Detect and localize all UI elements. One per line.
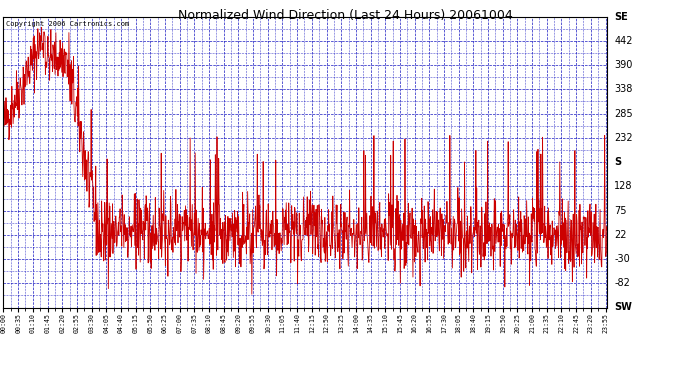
Text: 442: 442 [614, 36, 633, 46]
Text: 285: 285 [614, 109, 633, 118]
Text: SE: SE [614, 12, 628, 22]
Text: 128: 128 [614, 181, 633, 191]
Text: Copyright 2006 Cartronics.com: Copyright 2006 Cartronics.com [6, 21, 130, 27]
Text: 390: 390 [614, 60, 633, 70]
Text: -82: -82 [614, 278, 630, 288]
Text: SW: SW [614, 303, 632, 312]
Text: 22: 22 [614, 230, 627, 240]
Text: -30: -30 [614, 254, 630, 264]
Text: Normalized Wind Direction (Last 24 Hours) 20061004: Normalized Wind Direction (Last 24 Hours… [177, 9, 513, 22]
Text: S: S [614, 157, 621, 167]
Text: 338: 338 [614, 84, 633, 94]
Text: 75: 75 [614, 206, 627, 216]
Text: 232: 232 [614, 133, 633, 143]
